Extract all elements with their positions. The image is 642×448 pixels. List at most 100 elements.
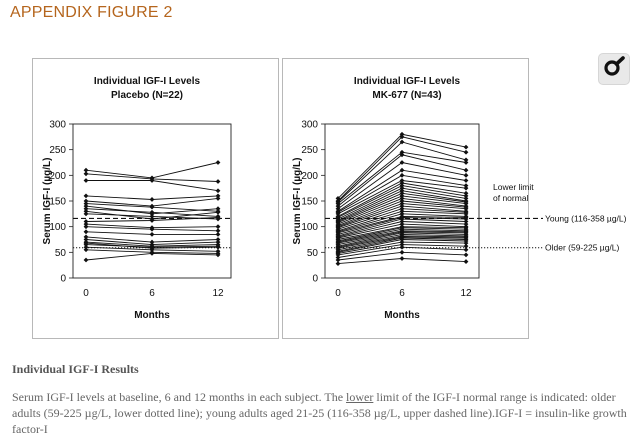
data-point [215, 243, 221, 249]
y-tick-label: 0 [312, 274, 318, 285]
data-point [215, 239, 221, 245]
data-point [399, 152, 405, 158]
reference-label-older: Older (59-225 µg/L) [545, 243, 620, 253]
caption-text-end: limit of the IGF-I normal range is indic… [12, 390, 627, 436]
data-point [215, 193, 221, 199]
data-point [215, 196, 221, 201]
data-point [463, 247, 469, 253]
data-point [463, 219, 469, 224]
data-point [463, 190, 469, 196]
data-point [463, 193, 469, 199]
data-point [399, 172, 405, 178]
data-point [399, 256, 405, 261]
data-point [83, 201, 89, 206]
data-point [399, 190, 405, 196]
data-point [463, 172, 469, 178]
data-point [83, 167, 89, 173]
magnifier-icon[interactable] [598, 53, 630, 85]
data-point [463, 221, 469, 227]
data-point [149, 218, 155, 223]
data-point [215, 231, 221, 237]
data-point [463, 243, 469, 249]
data-point [399, 237, 405, 242]
data-point [399, 211, 405, 217]
data-point [83, 219, 89, 224]
data-point [399, 201, 405, 206]
reference-header: Lower limit [493, 182, 534, 192]
data-point [335, 196, 341, 201]
data-point [83, 208, 89, 214]
y-axis-title: Serum IGF-I (µg/L) [292, 158, 303, 245]
data-point [463, 206, 469, 212]
data-point [399, 131, 405, 137]
data-point [335, 252, 341, 258]
caption-text-start: Serum IGF-I levels at baseline, 6 and 12… [12, 390, 347, 404]
y-tick-label: 250 [49, 145, 66, 156]
data-point [83, 229, 89, 235]
data-point [463, 252, 469, 258]
data-point [463, 201, 469, 206]
y-tick-label: 100 [49, 222, 66, 233]
data-point [399, 242, 405, 248]
data-point [83, 234, 89, 240]
data-point [149, 231, 155, 237]
data-point [463, 185, 469, 191]
reference-header: of normal [493, 193, 529, 203]
data-point [215, 179, 221, 184]
data-point [335, 255, 341, 260]
data-point [149, 214, 155, 219]
data-point [399, 203, 405, 209]
data-point [463, 183, 469, 188]
figure-svg: Individual IGF-I Levels Placebo (N=22) 0 50… [32, 58, 627, 339]
data-point [399, 139, 405, 145]
data-point [83, 193, 89, 199]
chart-panel-1 [32, 58, 279, 339]
x-tick-label: 6 [399, 288, 405, 299]
data-point [215, 209, 221, 215]
data-point [399, 167, 405, 173]
data-point [399, 221, 405, 227]
x-axis-title: Months [134, 310, 170, 321]
y-tick-label: 300 [49, 120, 66, 131]
data-point [399, 160, 405, 165]
data-point [399, 249, 405, 255]
data-point [335, 257, 341, 263]
data-point [463, 259, 469, 264]
data-point [149, 197, 155, 202]
y-tick-label: 150 [49, 197, 66, 208]
data-point [463, 211, 469, 217]
data-point [83, 247, 89, 253]
caption-link-lower[interactable]: lower [346, 390, 374, 404]
data-point [83, 244, 89, 250]
data-point [83, 237, 89, 242]
data-point [83, 211, 89, 217]
data-point [83, 242, 89, 248]
data-point [399, 219, 405, 224]
data-point [215, 206, 221, 212]
data-point [149, 247, 155, 253]
chart-title-line: Individual IGF-I Levels [94, 76, 201, 87]
data-point [149, 204, 155, 210]
data-point [215, 188, 221, 194]
y-tick-label: 200 [301, 171, 318, 182]
data-point [335, 206, 341, 212]
data-point [83, 198, 89, 204]
data-point [399, 178, 405, 183]
data-point [335, 203, 341, 209]
data-point [463, 167, 469, 173]
data-point [399, 180, 405, 186]
data-point [399, 208, 405, 214]
data-point [149, 250, 155, 256]
y-tick-label: 50 [307, 248, 319, 259]
x-tick-label: 0 [335, 288, 341, 299]
chart-title-line: Individual IGF-I Levels [354, 76, 461, 87]
data-point [149, 244, 155, 250]
data-point [215, 224, 221, 230]
data-point [463, 144, 469, 150]
figure-caption: Serum IGF-I levels at baseline, 6 and 12… [12, 389, 630, 437]
y-tick-label: 0 [60, 274, 66, 285]
data-point [399, 244, 405, 250]
data-point [463, 240, 469, 246]
data-point [399, 239, 405, 245]
data-point [215, 237, 221, 242]
